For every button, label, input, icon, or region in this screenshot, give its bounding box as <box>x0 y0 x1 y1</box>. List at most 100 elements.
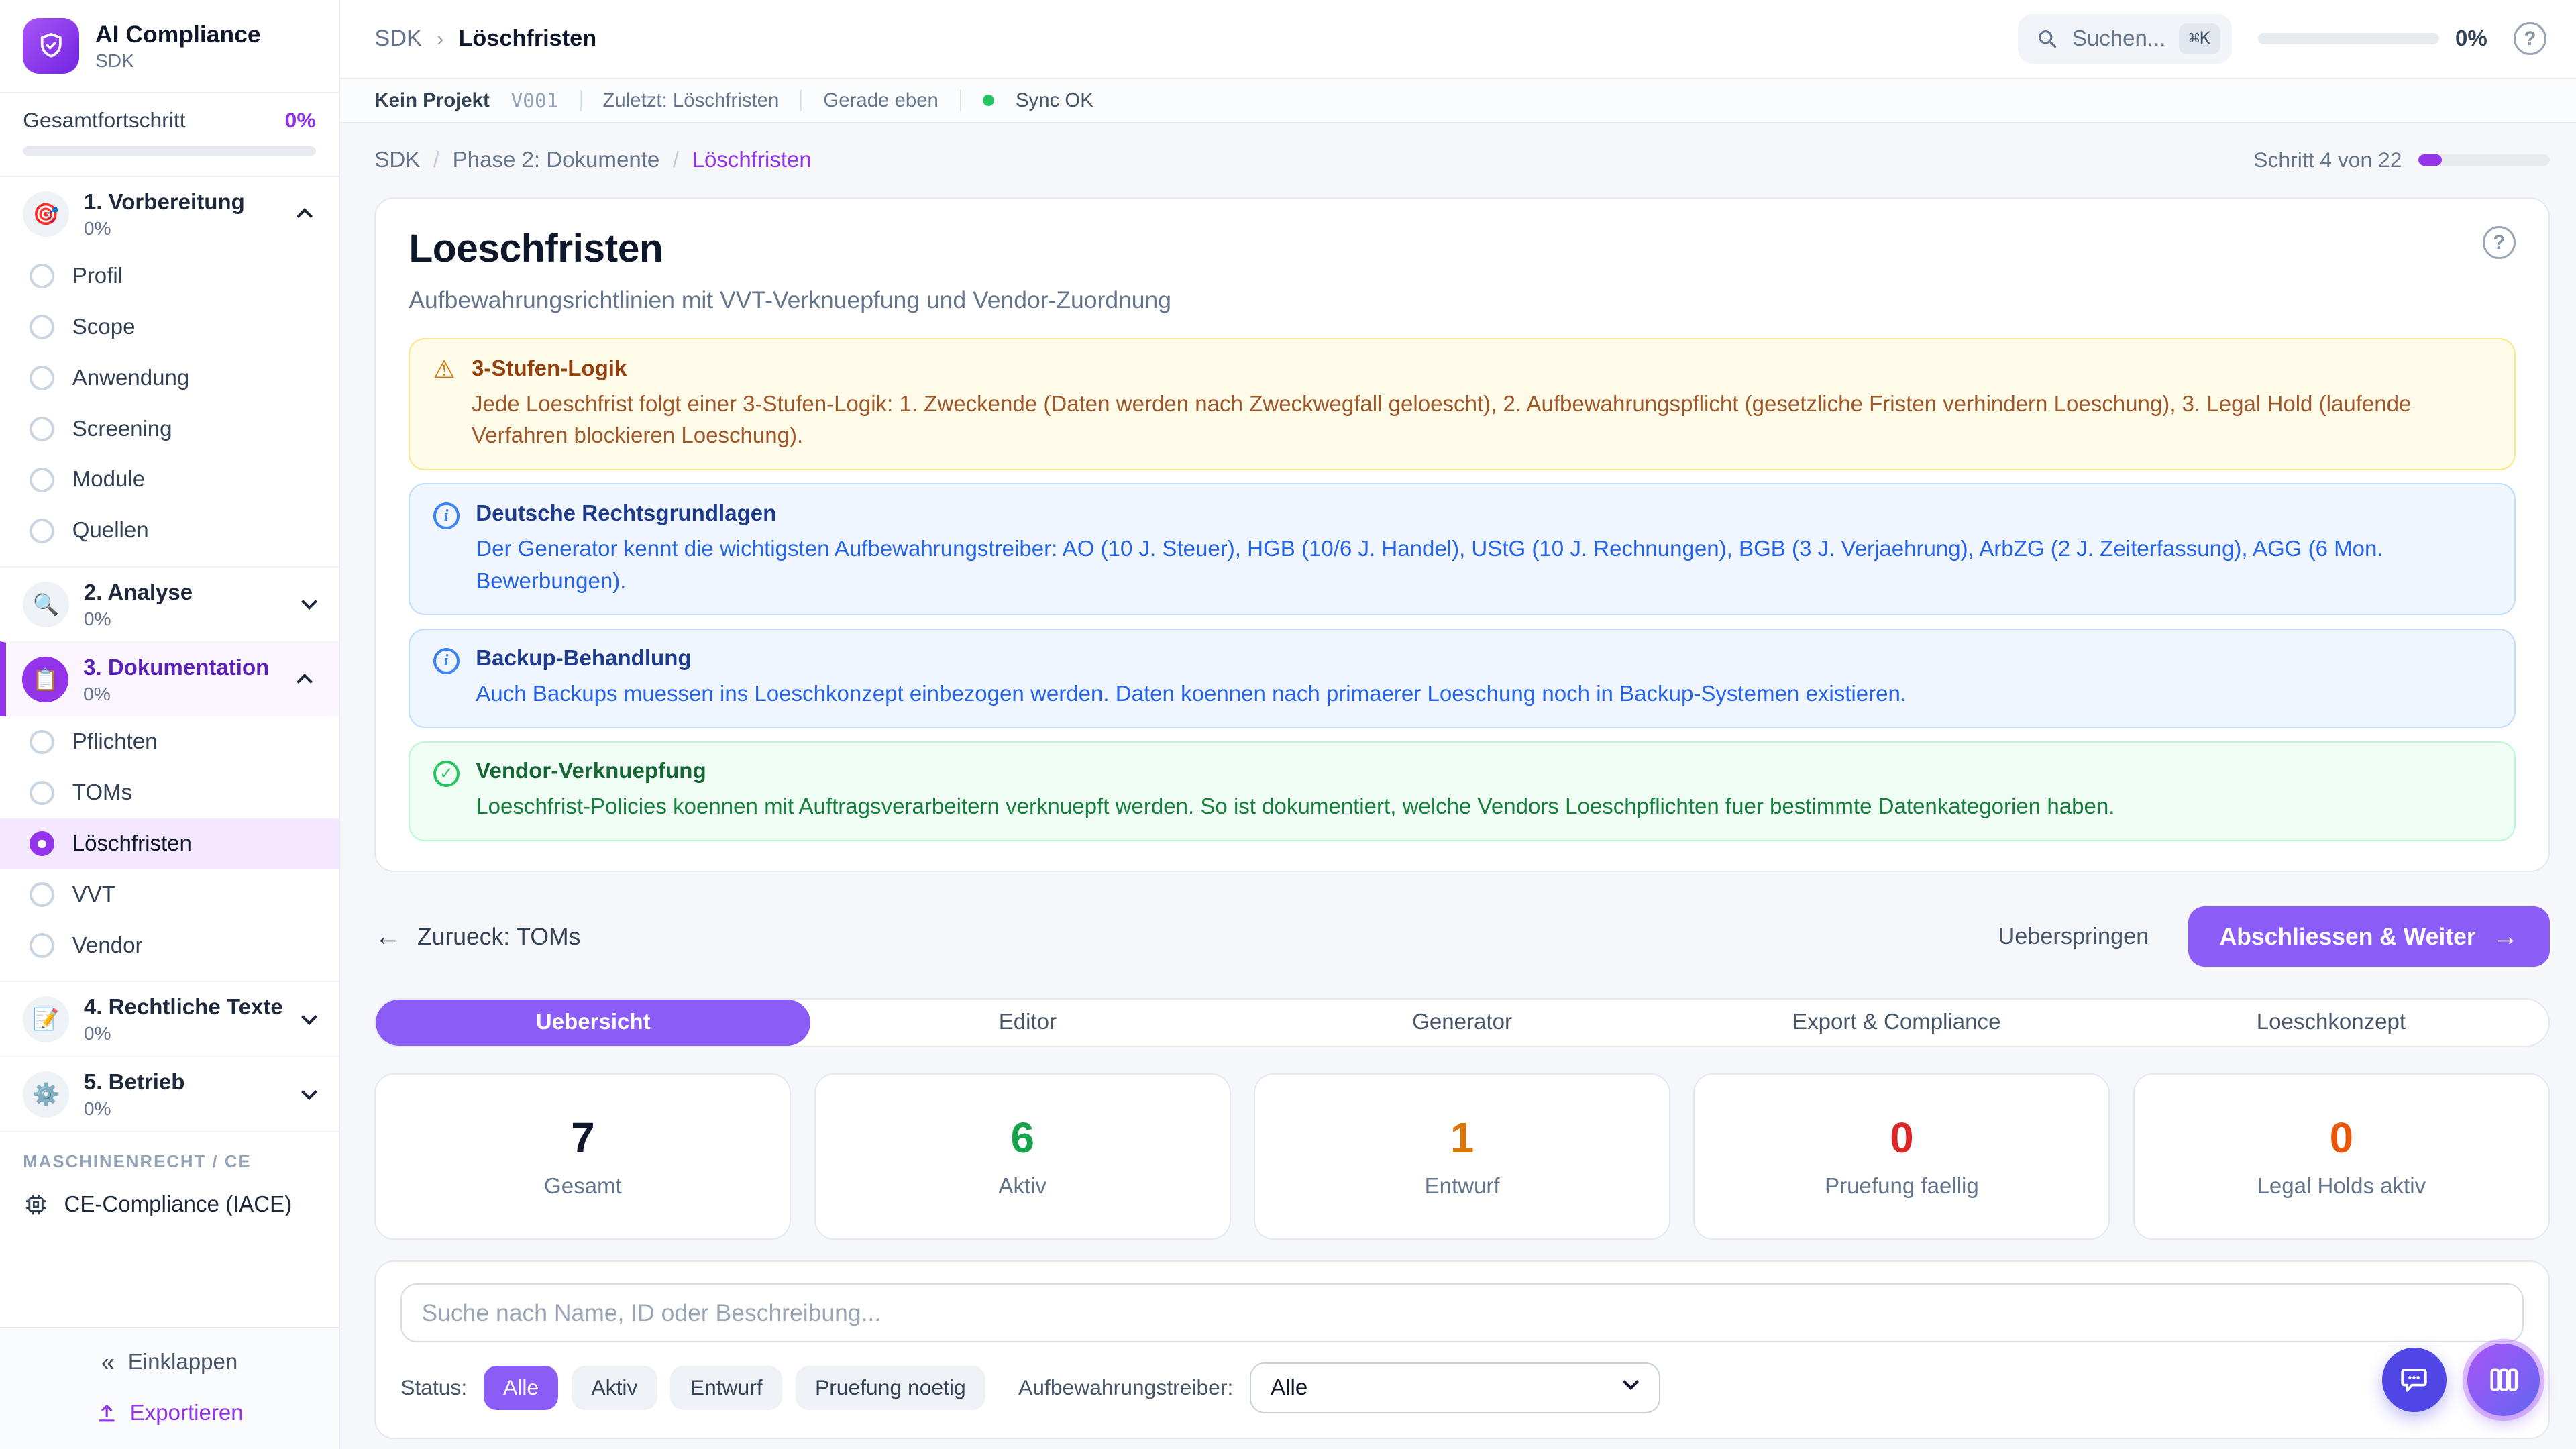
tab-loeschkonzept[interactable]: Loeschkonzept <box>2256 1010 2406 1035</box>
filter-card: Status: Alle Aktiv Entwurf Pruefung noet… <box>374 1260 2550 1440</box>
radio-icon <box>30 729 54 755</box>
sidebar-item-quellen[interactable]: Quellen <box>0 505 339 556</box>
finish-next-button[interactable]: Abschliessen & Weiter → <box>2188 906 2550 967</box>
memo-icon: 📝 <box>23 996 69 1042</box>
statusbar: Kein Projekt V001 Zuletzt: Löschfristen … <box>339 78 2576 123</box>
info-icon: i <box>433 502 460 529</box>
search-placeholder: Suchen... <box>2072 25 2166 51</box>
sidebar-item-toms[interactable]: TOMs <box>0 767 339 818</box>
status-pill-entwurf[interactable]: Entwurf <box>670 1365 783 1410</box>
page-title: Loeschfristen <box>409 227 663 271</box>
skip-button[interactable]: Ueberspringen <box>1998 923 2149 949</box>
stat-gesamt: 7 Gesamt <box>374 1073 792 1240</box>
floating-buttons <box>2382 1344 2540 1417</box>
info-icon: i <box>433 647 460 674</box>
sidebar-item-scope[interactable]: Scope <box>0 302 339 353</box>
status-pill-pruefung-noetig[interactable]: Pruefung noetig <box>795 1365 986 1410</box>
overall-progress-value: 0% <box>284 108 316 133</box>
gear-icon: ⚙️ <box>23 1071 69 1118</box>
board-view-fab[interactable] <box>2467 1344 2540 1417</box>
warning-icon: ⚠ <box>433 356 455 384</box>
overall-progress: Gesamtfortschritt 0% <box>0 93 339 177</box>
global-search[interactable]: Suchen... ⌘K <box>2018 14 2232 64</box>
radio-icon <box>30 518 54 543</box>
breadcrumb-current: Löschfristen <box>458 25 597 52</box>
sidebar-item-vvt[interactable]: VVT <box>0 869 339 920</box>
overall-progress-label: Gesamtfortschritt <box>23 108 186 133</box>
content: SDK / Phase 2: Dokumente / Löschfristen … <box>340 123 2576 1449</box>
help-icon[interactable]: ? <box>2482 226 2516 260</box>
phase-percent: 0% <box>83 1023 111 1044</box>
sidebar-footer: « Einklappen Exportieren <box>0 1327 339 1449</box>
breadcrumb-current: Löschfristen <box>692 147 812 172</box>
breadcrumb-sdk[interactable]: SDK <box>374 147 421 172</box>
help-icon[interactable]: ? <box>2513 22 2546 56</box>
stat-label: Pruefung faellig <box>1825 1173 1979 1199</box>
project-name: Kein Projekt <box>374 89 490 111</box>
sidebar-item-label: VVT <box>72 881 116 907</box>
breadcrumb-phase[interactable]: Phase 2: Dokumente <box>452 147 660 172</box>
search-icon <box>2039 30 2057 48</box>
header-progress: 0% <box>2258 26 2487 52</box>
phase-dokumentation[interactable]: 📋 3. Dokumentation 0% <box>0 641 339 717</box>
stat-value: 7 <box>571 1114 595 1162</box>
tab-export-compliance[interactable]: Export & Compliance <box>1792 1010 2001 1035</box>
alert-body: Jede Loeschfrist folgt einer 3-Stufen-Lo… <box>472 391 2412 449</box>
sidebar-item-anwendung[interactable]: Anwendung <box>0 353 339 404</box>
radio-icon <box>30 933 54 958</box>
sidebar-item-screening[interactable]: Screening <box>0 404 339 455</box>
radio-icon <box>30 315 54 340</box>
divider <box>800 89 802 111</box>
tab-generator[interactable]: Generator <box>1412 1010 1512 1035</box>
phase-label: 4. Rechtliche Texte <box>83 995 283 1020</box>
stat-pruefung-faellig: 0 Pruefung faellig <box>1693 1073 2110 1240</box>
sidebar-item-loeschfristen[interactable]: Löschfristen <box>0 818 339 869</box>
phase-label: 5. Betrieb <box>83 1070 185 1095</box>
phase-analyse[interactable]: 🔍 2. Analyse 0% <box>0 566 339 641</box>
sync-status-dot <box>982 95 995 107</box>
sidebar-item-ce-compliance[interactable]: CE-Compliance (IACE) <box>0 1180 339 1234</box>
phase-vorbereitung[interactable]: 🎯 1. Vorbereitung 0% <box>0 177 339 251</box>
status-pill-aktiv[interactable]: Aktiv <box>572 1365 657 1410</box>
tab-uebersicht[interactable]: Uebersicht <box>376 999 811 1046</box>
stats-row: 7 Gesamt 6 Aktiv 1 Entwurf 0 Pruefung fa… <box>374 1073 2550 1240</box>
tab-editor[interactable]: Editor <box>998 1010 1057 1035</box>
app-logo <box>23 17 79 74</box>
phase-rechtliche-texte[interactable]: 📝 4. Rechtliche Texte 0% <box>0 981 339 1056</box>
version-badge: V001 <box>511 89 559 112</box>
chevron-down-icon <box>301 594 317 610</box>
sidebar-item-vendor[interactable]: Vendor <box>0 920 339 971</box>
back-button[interactable]: ← Zurueck: TOMs <box>374 923 580 951</box>
policy-search-input[interactable] <box>400 1283 2524 1343</box>
step-indicator: Schritt 4 von 22 <box>2253 148 2550 172</box>
sidebar-item-label: Scope <box>72 314 136 339</box>
stat-label: Aktiv <box>998 1173 1047 1199</box>
divider <box>580 89 582 111</box>
sidebar-item-pflichten[interactable]: Pflichten <box>0 716 339 767</box>
target-icon: 🎯 <box>23 191 69 237</box>
section-label: MASCHINENRECHT / CE <box>0 1131 339 1180</box>
arrow-left-icon: ← <box>374 922 401 951</box>
driver-select[interactable]: Alle <box>1249 1362 1660 1413</box>
alert-backup: i Backup-Behandlung Auch Backups muessen… <box>409 628 2516 729</box>
collapse-label: Einklappen <box>127 1350 238 1375</box>
phase-betrieb[interactable]: ⚙️ 5. Betrieb 0% <box>0 1056 339 1131</box>
sidebar-item-module[interactable]: Module <box>0 454 339 505</box>
collapse-sidebar-button[interactable]: « Einklappen <box>101 1348 238 1377</box>
phase-label: 1. Vorbereitung <box>83 189 245 215</box>
chat-fab[interactable] <box>2382 1348 2447 1412</box>
alert-rechtsgrundlagen: i Deutsche Rechtsgrundlagen Der Generato… <box>409 483 2516 616</box>
stat-legal-holds: 0 Legal Holds aktiv <box>2133 1073 2550 1240</box>
sidebar-item-label: Vendor <box>72 932 143 958</box>
app-name: AI Compliance <box>95 21 261 48</box>
breadcrumb-root[interactable]: SDK <box>374 25 422 52</box>
stat-value: 0 <box>1890 1114 1914 1162</box>
status-pill-alle[interactable]: Alle <box>483 1365 559 1410</box>
sidebar-item-profil[interactable]: Profil <box>0 251 339 302</box>
alert-title: Backup-Behandlung <box>476 646 692 672</box>
stat-value: 0 <box>2329 1114 2353 1162</box>
topbar: SDK › Löschfristen Suchen... ⌘K 0% ? <box>339 0 2576 79</box>
radio-icon <box>30 264 54 289</box>
arrow-right-icon: → <box>2492 922 2519 951</box>
export-button[interactable]: Exportieren <box>0 1401 339 1426</box>
